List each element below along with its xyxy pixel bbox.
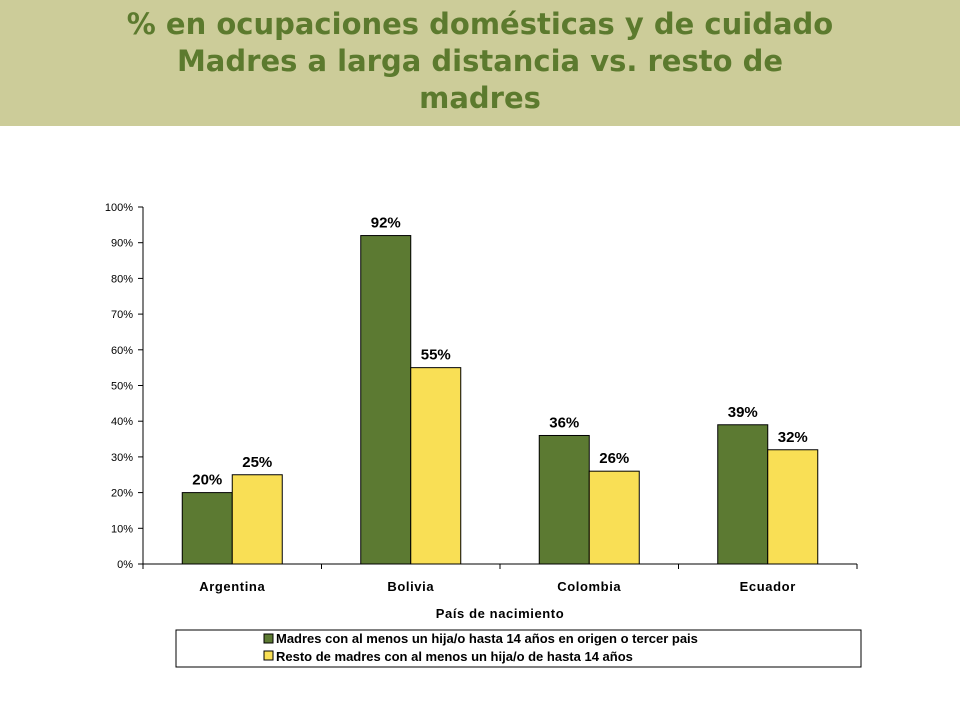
data-label: 25%	[242, 454, 272, 471]
title-band: % en ocupaciones domésticas y de cuidado…	[0, 0, 960, 126]
bar-series-2	[588, 470, 640, 565]
legend: Madres con al menos un hija/o hasta 14 a…	[175, 629, 862, 668]
y-tick-label: 10%	[111, 523, 133, 535]
y-tick-label: 60%	[111, 345, 133, 357]
data-label: 39%	[728, 404, 758, 421]
data-label: 55%	[421, 347, 451, 364]
y-tick-label: 80%	[111, 273, 133, 285]
data-label: 92%	[371, 215, 401, 232]
x-axis-title: País de nacimiento	[436, 606, 565, 621]
bar-series-2	[231, 474, 283, 565]
legend-label-series-2: Resto de madres con al menos un hija/o d…	[276, 649, 633, 664]
x-tick-label: Argentina	[199, 579, 265, 594]
data-label: 32%	[778, 429, 808, 446]
x-tick-label: Bolivia	[387, 579, 434, 594]
y-tick-label: 40%	[111, 416, 133, 428]
bar-series-2	[767, 449, 819, 565]
y-tick-label: 50%	[111, 381, 133, 393]
bar-series-1	[181, 492, 233, 565]
title-line-3: madres	[419, 81, 541, 115]
bar-series-1	[538, 434, 590, 565]
plot-area: 0% 10% 20% 30% 40% 50% 60% 70% 80% 90% 100% Argenti…	[105, 202, 858, 594]
bar-series-1	[717, 424, 769, 565]
bar-series-1	[360, 235, 412, 565]
title-line-2: Madres a larga distancia vs. resto de	[176, 44, 784, 78]
y-tick-label: 100%	[105, 202, 133, 214]
legend-swatch-series-1	[263, 633, 274, 644]
bar-series-2	[410, 367, 462, 565]
legend-label-series-1: Madres con al menos un hija/o hasta 14 a…	[276, 631, 698, 646]
y-tick-label: 0%	[117, 559, 133, 571]
x-tick-label: Colombia	[557, 579, 621, 594]
y-tick-label: 70%	[111, 309, 133, 321]
y-tick-label: 20%	[111, 488, 133, 500]
data-label: 20%	[192, 472, 222, 489]
data-label: 26%	[599, 450, 629, 467]
legend-box	[175, 629, 862, 668]
y-tick-label: 90%	[111, 238, 133, 250]
x-tick-label: Ecuador	[740, 579, 796, 594]
page-title: % en ocupaciones domésticas y de cuidado…	[40, 6, 920, 117]
legend-swatch-series-2	[263, 650, 274, 661]
data-label: 36%	[549, 414, 579, 431]
y-tick-label: 30%	[111, 452, 133, 464]
title-line-1: % en ocupaciones domésticas y de cuidado	[126, 7, 834, 41]
